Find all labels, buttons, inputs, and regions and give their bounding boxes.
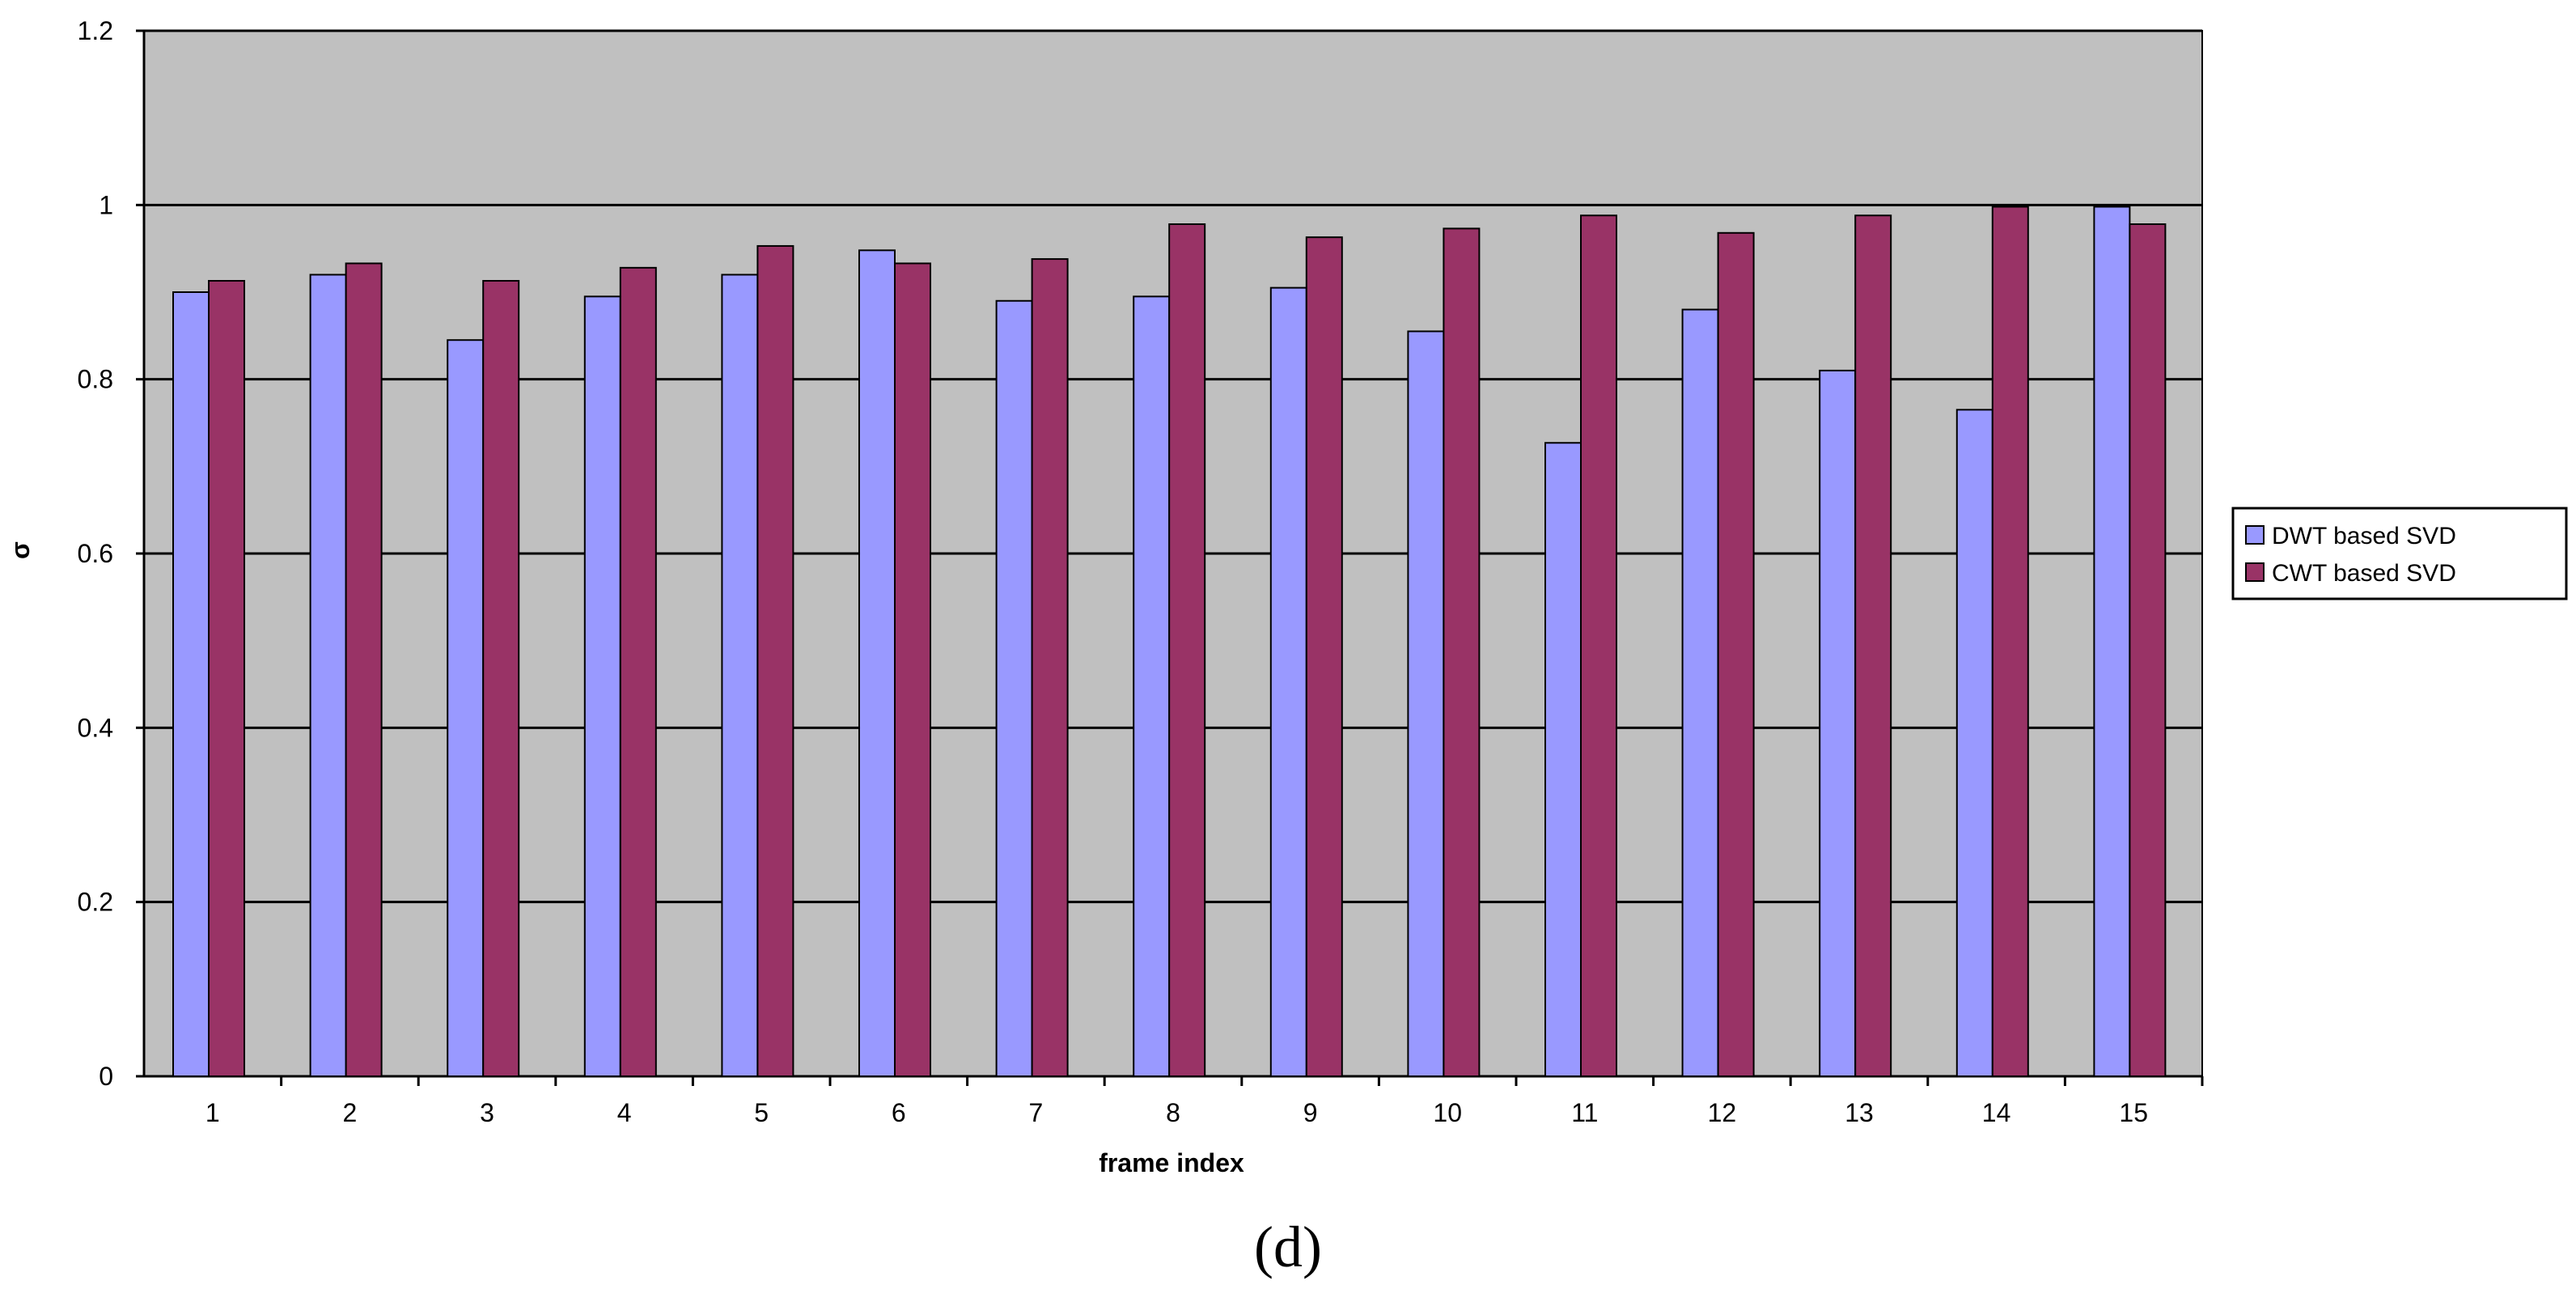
bar-cwt-13	[1854, 214, 1892, 1078]
bar-cwt-11	[1580, 214, 1617, 1078]
bar-cwt-5	[756, 244, 794, 1078]
x-tick-label: 14	[1982, 1098, 2011, 1127]
y-tick-label: 1	[99, 190, 113, 219]
bar-dwt-15	[2093, 206, 2131, 1077]
bar-dwt-7	[995, 299, 1033, 1077]
bar-dwt-5	[721, 274, 759, 1077]
x-tick-label: 4	[617, 1098, 632, 1127]
x-tick-label: 1	[205, 1098, 220, 1127]
bar-dwt-6	[858, 249, 896, 1077]
x-tick-label: 5	[754, 1098, 769, 1127]
x-tick-label: 6	[892, 1098, 906, 1127]
bar-cwt-8	[1168, 223, 1206, 1077]
figure-caption: (d)	[1254, 1215, 1322, 1279]
bar-dwt-12	[1681, 308, 1719, 1077]
x-tick-label: 10	[1433, 1098, 1462, 1127]
bar-dwt-10	[1407, 330, 1445, 1077]
bar-cwt-1	[208, 280, 245, 1077]
bar-cwt-7	[1031, 258, 1069, 1077]
bar-dwt-8	[1133, 295, 1171, 1077]
bar-dwt-2	[309, 274, 347, 1077]
bar-dwt-3	[447, 339, 485, 1077]
x-axis-title: frame index	[1099, 1148, 1244, 1177]
x-tick-label: 9	[1303, 1098, 1318, 1127]
y-tick-label: 0.6	[78, 539, 113, 568]
bar-cwt-12	[1717, 231, 1755, 1078]
bar-cwt-3	[482, 280, 520, 1077]
legend-swatch-dwt	[2245, 525, 2265, 545]
bar-dwt-4	[583, 295, 621, 1077]
y-tick-label: 1.2	[78, 16, 113, 45]
bar-dwt-9	[1269, 286, 1307, 1078]
x-tick-label: 7	[1029, 1098, 1044, 1127]
bar-cwt-4	[619, 266, 657, 1077]
legend: DWT based SVD CWT based SVD	[2231, 507, 2568, 600]
bar-cwt-10	[1443, 227, 1481, 1077]
bar-cwt-6	[894, 262, 931, 1078]
x-tick-label: 12	[1708, 1098, 1737, 1127]
x-tick-label: 13	[1845, 1098, 1874, 1127]
y-tick-label: 0.2	[78, 888, 113, 917]
x-tick-label: 11	[1571, 1098, 1598, 1127]
x-tick-label: 3	[480, 1098, 494, 1127]
y-tick-label: 0.8	[78, 365, 113, 394]
x-tick-label: 15	[2119, 1098, 2148, 1127]
legend-label-cwt: CWT based SVD	[2272, 560, 2456, 587]
bar-cwt-2	[345, 262, 383, 1078]
x-tick-label: 2	[343, 1098, 358, 1127]
bar-dwt-1	[172, 291, 210, 1077]
y-axis-title: σ	[6, 541, 35, 559]
bar-cwt-9	[1305, 236, 1343, 1077]
bar-dwt-13	[1819, 369, 1857, 1077]
legend-label-dwt: DWT based SVD	[2272, 523, 2456, 549]
x-tick-label: 8	[1166, 1098, 1180, 1127]
bar-cwt-14	[1991, 206, 2029, 1077]
legend-swatch-cwt	[2245, 562, 2265, 582]
y-tick-label: 0	[99, 1062, 113, 1091]
bar-dwt-11	[1544, 442, 1582, 1077]
bar-cwt-15	[2129, 223, 2167, 1077]
y-tick-label: 0.4	[78, 713, 113, 742]
legend-box	[2231, 507, 2568, 600]
bar-dwt-14	[1955, 409, 1993, 1078]
